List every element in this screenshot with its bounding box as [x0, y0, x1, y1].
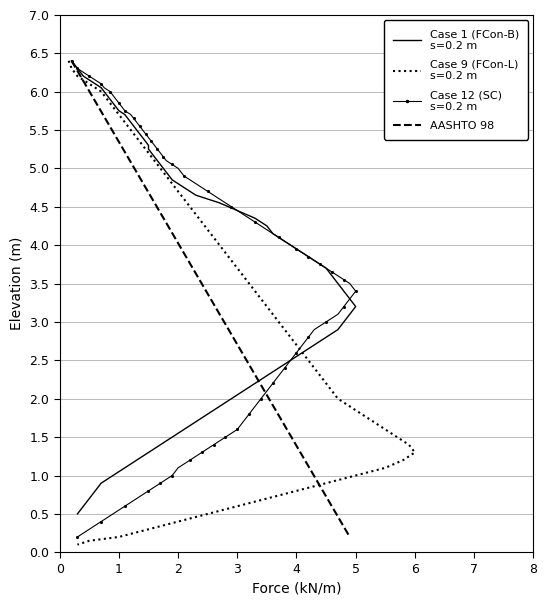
Case 12 (SC)
s=0.2 m [130, 115, 137, 122]
Case 12 (SC)
s=0.2 m [211, 441, 217, 448]
Line: Case 1 (FCon-B)
s=0.2 m: Case 1 (FCon-B) s=0.2 m [72, 60, 356, 514]
Case 9 (FCon-L)
s=0.2 m [74, 541, 81, 548]
Y-axis label: Elevation (m): Elevation (m) [10, 237, 24, 330]
Case 9 (FCon-L)
s=0.2 m [175, 188, 182, 195]
Case 9 (FCon-L)
s=0.2 m [125, 122, 131, 129]
Line: Case 9 (FCon-L)
s=0.2 m: Case 9 (FCon-L) s=0.2 m [68, 60, 415, 544]
Case 1 (FCon-B)
s=0.2 m [145, 142, 152, 149]
Case 9 (FCon-L)
s=0.2 m [65, 57, 72, 64]
Case 12 (SC)
s=0.2 m [68, 57, 75, 64]
Case 12 (SC)
s=0.2 m [145, 134, 152, 141]
Case 9 (FCon-L)
s=0.2 m [258, 295, 264, 302]
Case 12 (SC)
s=0.2 m [323, 264, 329, 272]
Legend: Case 1 (FCon-B)
s=0.2 m, Case 9 (FCon-L)
s=0.2 m, Case 12 (SC)
s=0.2 m, AASHTO 9: Case 1 (FCon-B) s=0.2 m, Case 9 (FCon-L)… [384, 21, 528, 140]
Case 9 (FCon-L)
s=0.2 m [222, 249, 229, 257]
Case 1 (FCon-B)
s=0.2 m [130, 122, 137, 129]
Case 1 (FCon-B)
s=0.2 m [68, 57, 75, 64]
Case 1 (FCon-B)
s=0.2 m [234, 207, 241, 214]
Case 9 (FCon-L)
s=0.2 m [181, 195, 187, 203]
Case 12 (SC)
s=0.2 m [74, 534, 81, 541]
Case 1 (FCon-B)
s=0.2 m [264, 372, 270, 379]
Line: Case 12 (SC)
s=0.2 m: Case 12 (SC) s=0.2 m [70, 59, 357, 538]
Case 1 (FCon-B)
s=0.2 m [276, 234, 282, 241]
Case 12 (SC)
s=0.2 m [163, 157, 170, 165]
Case 1 (FCon-B)
s=0.2 m [160, 165, 167, 172]
Case 1 (FCon-B)
s=0.2 m [74, 510, 81, 517]
Case 9 (FCon-L)
s=0.2 m [211, 234, 217, 241]
X-axis label: Force (kN/m): Force (kN/m) [252, 581, 341, 595]
Case 12 (SC)
s=0.2 m [276, 234, 282, 241]
